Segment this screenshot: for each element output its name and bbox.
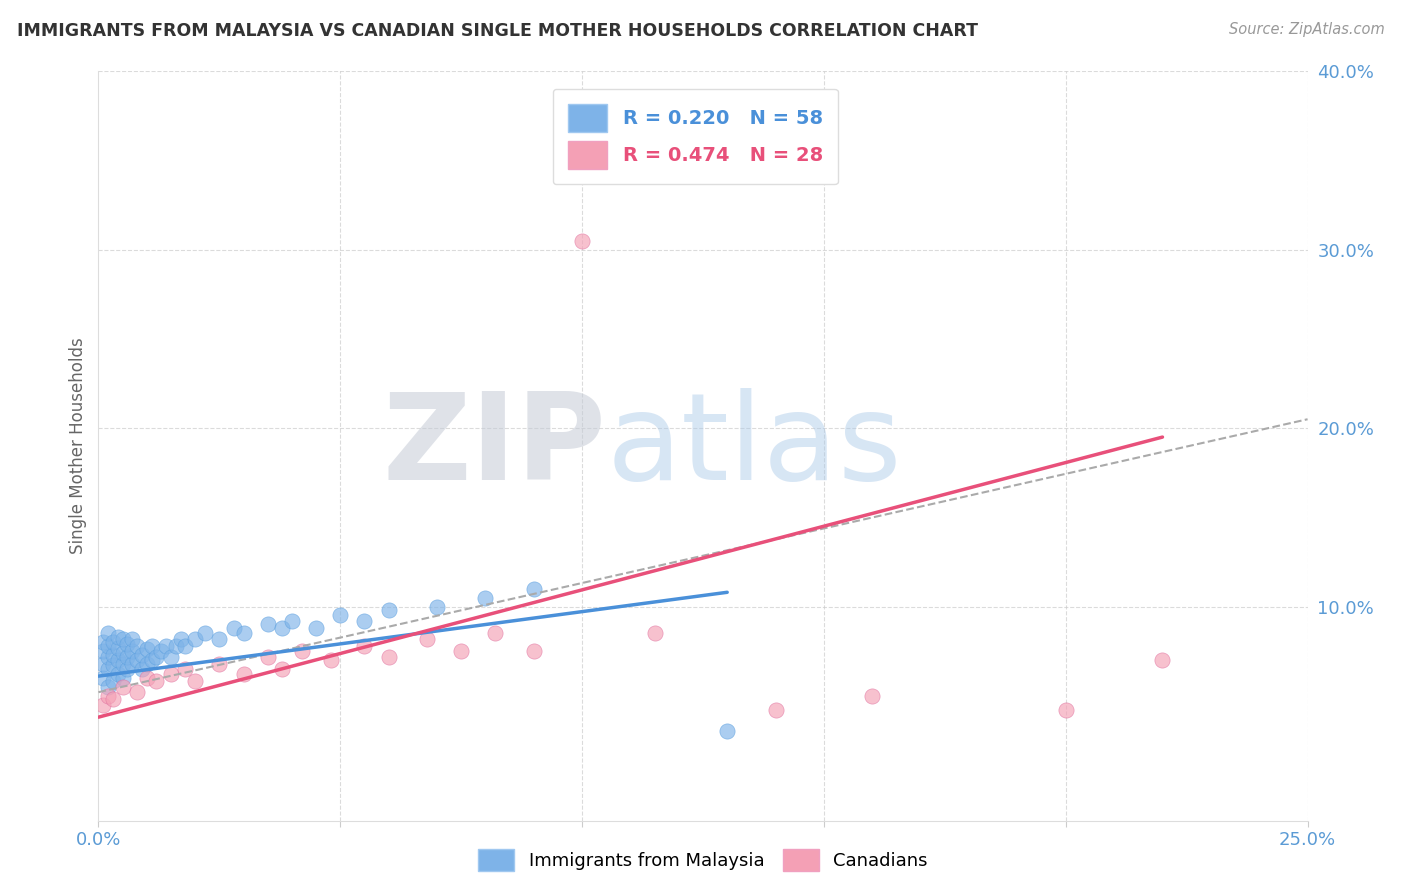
Point [194,626,217,640]
Point [184,632,207,646]
Point [107,653,129,667]
Point [107,630,129,644]
Point [145,649,167,664]
Point [117,649,139,664]
Point [141,653,163,667]
Point [571,234,593,248]
Point [131,662,153,676]
Point [101,648,124,662]
Point [111,632,134,646]
Point [716,724,738,739]
Point [256,649,278,664]
Point [135,657,157,671]
Point [101,635,124,649]
Point [117,637,139,651]
Point [281,614,304,628]
Point [141,639,163,653]
Point [107,667,129,681]
Point [135,642,157,657]
Point [111,671,134,685]
Point [222,621,245,635]
Point [97,649,120,664]
Point [131,648,153,662]
Point [111,646,134,660]
Point [416,632,439,646]
Point [121,644,143,658]
Point [523,582,546,596]
Text: ZIP: ZIP [382,387,606,505]
Point [523,644,546,658]
Point [91,698,114,712]
Point [111,680,134,694]
Point [91,657,114,671]
Point [208,632,231,646]
Point [426,599,449,614]
Point [127,653,149,667]
Point [101,658,124,673]
Legend: R = 0.220   N = 58, R = 0.474   N = 28: R = 0.220 N = 58, R = 0.474 N = 28 [553,88,838,185]
Point [450,644,472,658]
Point [765,703,787,717]
Point [271,662,294,676]
Point [97,680,120,694]
Point [97,626,120,640]
Point [97,639,120,653]
Point [91,671,114,685]
Point [232,667,254,681]
Point [353,614,375,628]
Point [101,692,124,706]
Point [290,644,312,658]
Point [474,591,496,605]
Point [150,644,173,658]
Point [319,653,342,667]
Text: IMMIGRANTS FROM MALAYSIA VS CANADIAN SINGLE MOTHER HOUSEHOLDS CORRELATION CHART: IMMIGRANTS FROM MALAYSIA VS CANADIAN SIN… [17,22,977,40]
Point [184,674,207,689]
Point [101,674,124,689]
Point [97,689,120,703]
Point [169,632,191,646]
Point [117,662,139,676]
Point [329,608,352,623]
Point [145,674,167,689]
Point [107,640,129,655]
Point [160,667,183,681]
Point [121,657,143,671]
Point [484,626,506,640]
Point [271,621,294,635]
Point [160,649,183,664]
Point [121,632,143,646]
Point [91,635,114,649]
Point [127,639,149,653]
Point [111,657,134,671]
Point [1054,703,1077,717]
Point [1152,653,1174,667]
Point [97,662,120,676]
Point [91,644,114,658]
Y-axis label: Single Mother Households: Single Mother Households [69,338,87,554]
Point [644,626,666,640]
Point [127,685,149,699]
Text: atlas: atlas [606,387,901,505]
Point [353,639,375,653]
Point [174,639,197,653]
Point [377,603,399,617]
Legend: Immigrants from Malaysia, Canadians: Immigrants from Malaysia, Canadians [471,842,935,879]
Point [165,639,187,653]
Point [135,671,157,685]
Point [305,621,328,635]
Point [860,689,883,703]
Text: Source: ZipAtlas.com: Source: ZipAtlas.com [1229,22,1385,37]
Point [232,626,254,640]
Point [377,649,399,664]
Point [256,617,278,632]
Point [174,662,197,676]
Point [208,657,231,671]
Point [155,639,177,653]
